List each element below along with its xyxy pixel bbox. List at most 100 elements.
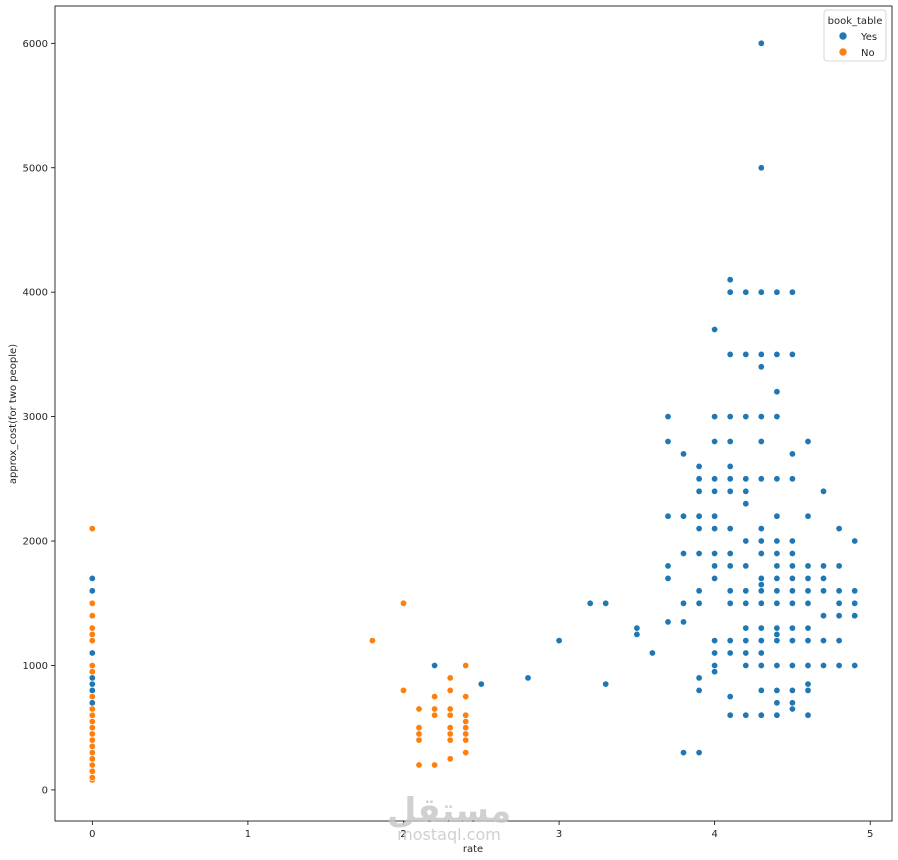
data-point-yes xyxy=(88,574,96,582)
data-point-no xyxy=(415,724,423,732)
data-point-yes xyxy=(819,661,827,669)
data-point-yes xyxy=(851,599,859,607)
data-point-no xyxy=(88,624,96,632)
data-point-yes xyxy=(757,537,765,545)
data-point-yes xyxy=(633,624,641,632)
data-point-yes xyxy=(742,649,750,657)
data-point-yes xyxy=(773,711,781,719)
data-point-yes xyxy=(88,587,96,595)
data-point-yes xyxy=(835,587,843,595)
data-point-yes xyxy=(664,413,672,421)
data-point-no xyxy=(462,711,470,719)
data-point-yes xyxy=(742,413,750,421)
data-point-no xyxy=(462,749,470,757)
data-point-yes xyxy=(742,711,750,719)
legend-title: book_table xyxy=(828,16,883,27)
data-point-yes xyxy=(804,637,812,645)
data-point-yes xyxy=(742,624,750,632)
data-point-yes xyxy=(695,749,703,757)
data-point-yes xyxy=(742,288,750,296)
data-point-no xyxy=(88,717,96,725)
data-point-no xyxy=(446,724,454,732)
data-point-yes xyxy=(757,649,765,657)
data-point-yes xyxy=(804,599,812,607)
data-point-no xyxy=(431,693,439,701)
data-point-yes xyxy=(726,413,734,421)
data-point-yes xyxy=(711,562,719,570)
data-point-yes xyxy=(679,549,687,557)
data-point-yes xyxy=(773,549,781,557)
x-tick-label: 1 xyxy=(245,829,251,840)
data-point-yes xyxy=(695,462,703,470)
data-point-yes xyxy=(664,512,672,520)
x-axis-label: rate xyxy=(463,844,483,855)
data-point-no xyxy=(462,661,470,669)
data-point-no xyxy=(399,686,407,694)
data-point-yes xyxy=(711,413,719,421)
data-point-yes xyxy=(633,630,641,638)
data-point-yes xyxy=(664,562,672,570)
data-point-no xyxy=(446,730,454,738)
y-tick-label: 4000 xyxy=(23,288,48,299)
data-point-no xyxy=(88,767,96,775)
data-point-yes xyxy=(726,475,734,483)
data-point-yes xyxy=(726,637,734,645)
data-point-yes xyxy=(835,562,843,570)
data-point-yes xyxy=(88,674,96,682)
data-point-yes xyxy=(851,661,859,669)
data-point-yes xyxy=(757,413,765,421)
data-point-no xyxy=(88,730,96,738)
data-point-yes xyxy=(726,599,734,607)
data-point-yes xyxy=(819,587,827,595)
data-point-yes xyxy=(804,680,812,688)
data-point-yes xyxy=(773,288,781,296)
data-point-no xyxy=(88,612,96,620)
legend-marker-no xyxy=(838,47,848,57)
data-point-yes xyxy=(742,537,750,545)
data-point-no xyxy=(88,711,96,719)
data-point-no xyxy=(446,736,454,744)
data-point-yes xyxy=(773,512,781,520)
data-point-yes xyxy=(695,512,703,520)
y-tick-label: 2000 xyxy=(23,537,48,548)
data-point-yes xyxy=(742,487,750,495)
data-point-yes xyxy=(757,475,765,483)
y-axis-ticks: 0 1000 2000 3000 4000 5000 6000 xyxy=(23,39,55,796)
data-point-yes xyxy=(726,562,734,570)
data-point-yes xyxy=(88,649,96,657)
data-point-no xyxy=(88,742,96,750)
data-point-yes xyxy=(757,587,765,595)
data-point-yes xyxy=(788,562,796,570)
data-point-yes xyxy=(757,350,765,358)
legend: book_table Yes No xyxy=(823,9,887,62)
data-point-yes xyxy=(757,525,765,533)
data-point-yes xyxy=(819,637,827,645)
data-point-yes xyxy=(711,637,719,645)
data-point-yes xyxy=(788,599,796,607)
data-point-yes xyxy=(773,624,781,632)
data-point-no xyxy=(415,761,423,769)
data-point-no xyxy=(88,599,96,607)
data-point-yes xyxy=(773,413,781,421)
data-point-yes xyxy=(757,288,765,296)
data-point-yes xyxy=(679,599,687,607)
data-point-no xyxy=(446,686,454,694)
watermark-arabic: مستقل xyxy=(387,791,511,831)
data-point-yes xyxy=(788,637,796,645)
data-point-yes xyxy=(648,649,656,657)
data-point-yes xyxy=(711,525,719,533)
series-yes xyxy=(88,39,859,757)
data-point-yes xyxy=(679,749,687,757)
watermark: مستقل mostaql.com xyxy=(387,791,511,844)
data-point-no xyxy=(88,749,96,757)
x-tick-label: 5 xyxy=(867,829,873,840)
data-point-yes xyxy=(711,549,719,557)
data-point-yes xyxy=(695,674,703,682)
data-point-yes xyxy=(804,512,812,520)
data-point-yes xyxy=(757,624,765,632)
legend-label-no: No xyxy=(861,48,875,59)
data-point-yes xyxy=(788,699,796,707)
data-point-yes xyxy=(835,525,843,533)
data-point-yes xyxy=(742,661,750,669)
